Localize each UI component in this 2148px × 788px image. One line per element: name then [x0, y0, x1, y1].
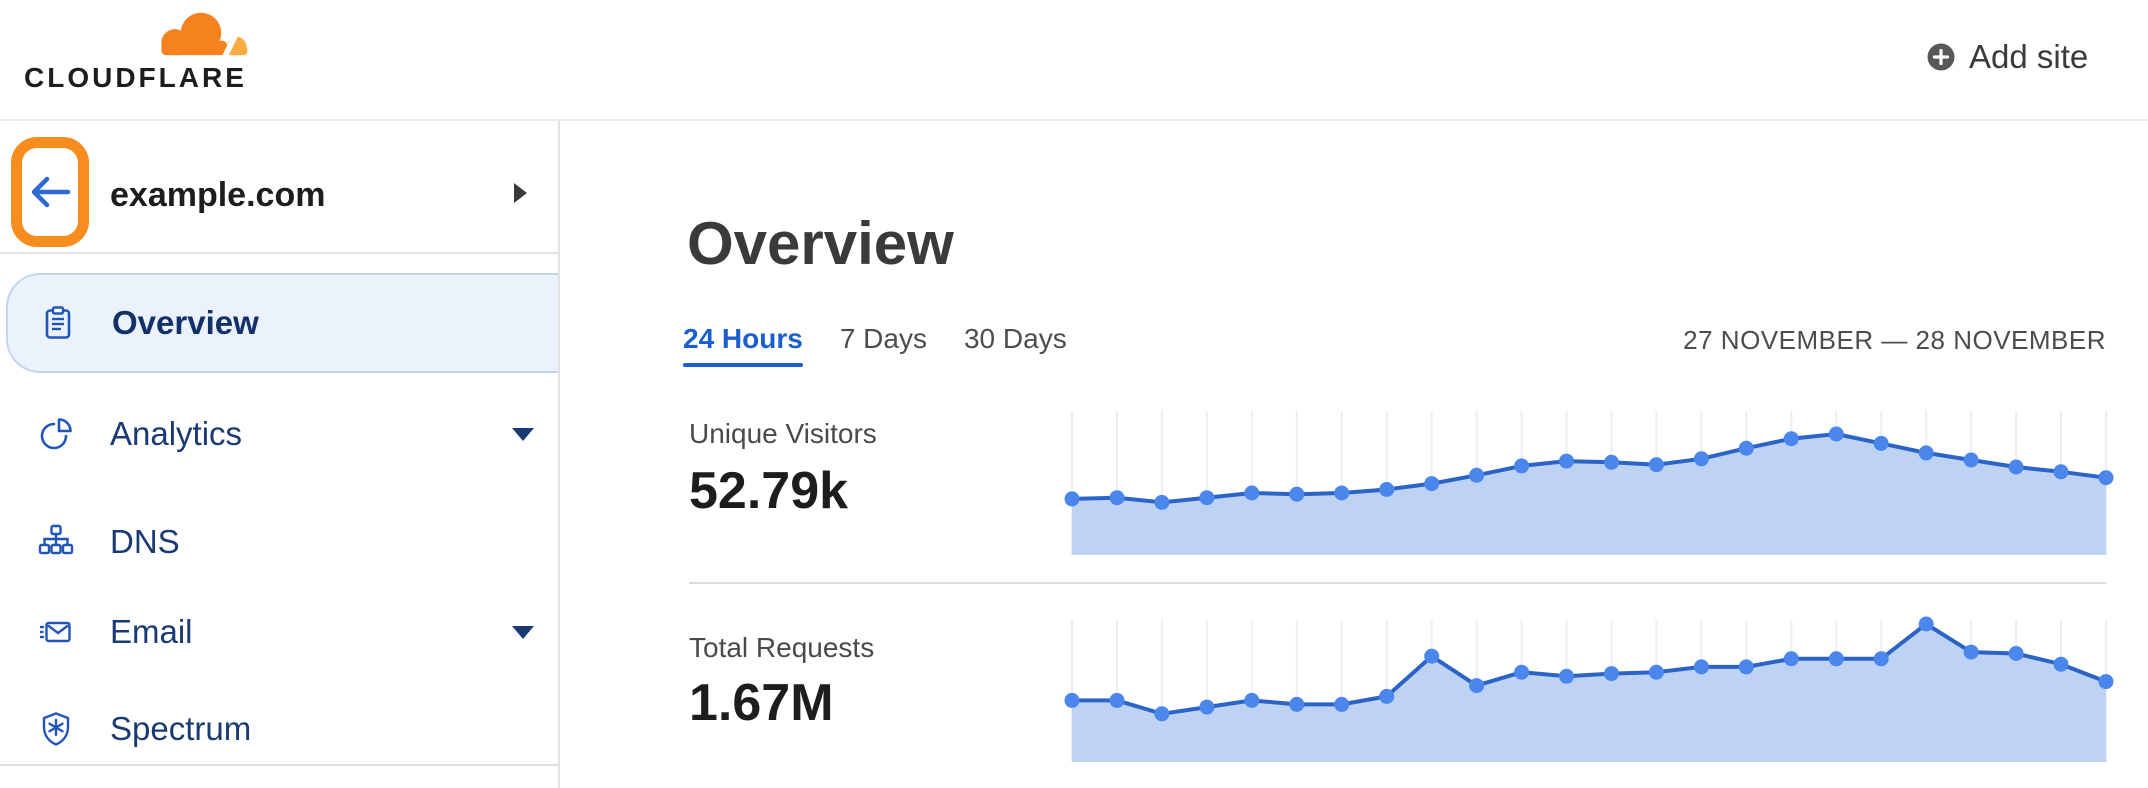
email-icon [40, 621, 71, 643]
sitemap-icon [38, 524, 74, 555]
back-button[interactable] [11, 137, 89, 247]
sidebar-item-label: DNS [110, 523, 180, 560]
cloudflare-logo[interactable]: CLOUDFLARE [0, 0, 290, 120]
sidebar-divider [0, 764, 558, 766]
clipboard-icon [45, 306, 71, 339]
tab-30-days[interactable]: 30 Days [963, 323, 1067, 354]
sidebar-item-label: Email [110, 613, 193, 650]
total-requests-label: Total Requests [689, 632, 875, 663]
add-site-button[interactable]: Add site [1926, 33, 2088, 81]
sidebar: example.com Overview Analytics [0, 121, 560, 788]
tab-7-days[interactable]: 7 Days [839, 323, 927, 354]
time-range-tabs: 24 Hours 7 Days 30 Days [683, 323, 1067, 367]
sidebar-item-label: Analytics [110, 415, 243, 452]
unique-visitors-label: Unique Visitors [689, 418, 877, 449]
cloudflare-cloud-icon [141, 12, 261, 63]
sidebar-item-label: Overview [112, 304, 259, 341]
chevron-down-icon[interactable] [512, 427, 534, 441]
total-requests-chart [1064, 616, 2114, 762]
site-selector-row: example.com [0, 121, 558, 254]
section-divider [689, 582, 2106, 584]
top-header: CLOUDFLARE Add site [0, 0, 2148, 121]
sidebar-item-email[interactable]: Email [0, 582, 558, 682]
pie-chart-icon [40, 418, 72, 450]
total-requests-value: 1.67M [689, 674, 834, 732]
sidebar-item-overview[interactable]: Overview [6, 273, 558, 373]
chevron-right-icon[interactable] [514, 183, 527, 203]
cloudflare-logo-text: CLOUDFLARE [24, 62, 247, 93]
tab-24-hours[interactable]: 24 Hours [683, 323, 803, 367]
sidebar-item-label: Spectrum [110, 710, 252, 747]
sidebar-item-dns[interactable]: DNS [0, 492, 558, 592]
unique-visitors-value: 52.79k [689, 462, 849, 520]
add-site-label: Add site [1969, 38, 2089, 75]
arrow-left-icon [31, 176, 71, 208]
plus-icon [1927, 43, 1955, 71]
sidebar-item-spectrum[interactable]: Spectrum [0, 689, 558, 769]
unique-visitors-chart [1064, 411, 2114, 555]
shield-icon [42, 712, 70, 746]
site-name: example.com [110, 176, 326, 214]
page-title: Overview [687, 210, 954, 277]
chevron-down-icon[interactable] [512, 625, 534, 639]
date-range-label: 27 NOVEMBER — 28 NOVEMBER [1683, 325, 2106, 355]
sidebar-item-analytics[interactable]: Analytics [0, 384, 558, 484]
main-content: Overview 24 Hours 7 Days 30 Days 27 NOVE… [560, 121, 2148, 788]
